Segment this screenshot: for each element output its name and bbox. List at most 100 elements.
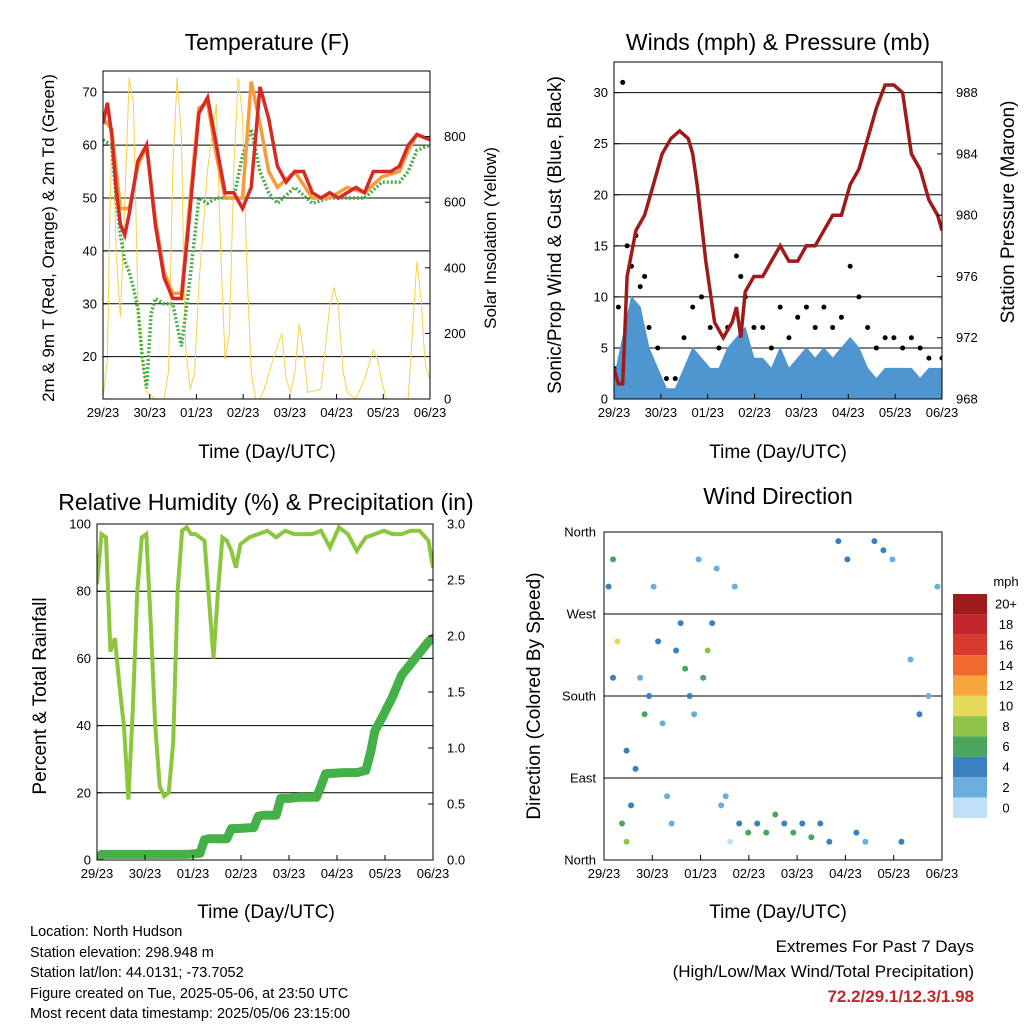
- gust-point: [646, 325, 652, 331]
- y-tick-label: 0: [84, 853, 91, 868]
- station-elevation: Station elevation: 298.948 m: [30, 944, 214, 961]
- direction-point: [799, 820, 806, 827]
- dewpoint-line: [103, 122, 430, 389]
- direction-point: [889, 556, 896, 563]
- gust-point: [908, 335, 914, 341]
- extremes-box: Extremes For Past 7 Days (High/Low/Max W…: [673, 934, 974, 1009]
- x-tick-label: 02/23: [225, 866, 258, 881]
- gust-point: [865, 325, 871, 331]
- x-tick-label: 29/23: [81, 866, 114, 881]
- direction-point: [691, 711, 698, 718]
- colorbar-swatch: [953, 695, 987, 717]
- gust-point: [620, 79, 626, 85]
- direction-point: [610, 556, 617, 563]
- direction-point: [880, 547, 887, 554]
- colorbar-label: 18: [999, 617, 1013, 632]
- x-tick-label: 03/23: [274, 405, 307, 420]
- colorbar-swatch: [953, 716, 987, 737]
- precip-line: [97, 633, 433, 860]
- temperature-title: Temperature (F): [185, 29, 350, 55]
- direction-point: [871, 538, 878, 545]
- y-tick-label: West: [567, 607, 597, 622]
- gust-point: [637, 284, 643, 290]
- humidity-precip-series: [97, 524, 433, 860]
- gust-point: [655, 345, 661, 351]
- x-tick-label: 04/23: [832, 405, 865, 420]
- y2-tick-label: 0.5: [447, 797, 465, 812]
- gust-point: [760, 325, 766, 331]
- colorbar-swatch: [953, 634, 987, 656]
- x-tick-label: 05/23: [369, 866, 402, 881]
- direction-point: [898, 838, 905, 845]
- direction-point: [686, 693, 693, 699]
- x-tick-label: 01/23: [691, 405, 724, 420]
- gust-point: [777, 304, 783, 310]
- x-tick-label: 05/23: [877, 866, 910, 881]
- wind-y-ticks: 0 5 10 15 20 25 30: [594, 85, 619, 407]
- y-tick-label: 25: [594, 136, 608, 151]
- colorbar-label: 20+: [995, 597, 1017, 612]
- direction-point: [934, 583, 941, 590]
- temperature-panel: Temperature (F) 20 30 40 50 60 70 0 200 400 600 8…: [39, 29, 500, 463]
- figure-created: Figure created on Tue, 2025-05-06, at 23…: [30, 985, 349, 1002]
- x-tick-label: 29/23: [588, 866, 621, 881]
- gust-point: [812, 325, 818, 331]
- direction-point: [628, 802, 635, 809]
- x-tick-label: 06/23: [926, 405, 959, 420]
- gust-point: [838, 314, 844, 320]
- x-tick-label: 04/23: [829, 866, 862, 881]
- direction-point: [623, 838, 630, 845]
- direction-point: [677, 620, 684, 627]
- direction-point: [772, 811, 779, 818]
- y2-tick-label: 980: [956, 208, 978, 223]
- direction-point: [659, 720, 666, 727]
- y-tick-label: 100: [69, 517, 91, 532]
- direction-point: [610, 674, 617, 681]
- colorbar-swatch: [953, 675, 987, 696]
- wind-pressure-title: Winds (mph) & Pressure (mb): [626, 29, 930, 55]
- y2-tick-label: 984: [956, 146, 978, 161]
- y-tick-label: 80: [77, 584, 91, 599]
- y2-tick-label: 972: [956, 330, 978, 345]
- humidity-line: [97, 524, 433, 800]
- y2-tick-label: 400: [444, 260, 466, 275]
- colorbar-label: 2: [1002, 780, 1009, 795]
- direction-point: [695, 556, 702, 563]
- humidity-x-ticks: 29/23 30/23 01/23 02/23 03/23 04/23 05/23 06/23: [81, 855, 449, 881]
- temperature-y-axis-label: 2m & 9m T (Red, Orange) & 2m Td (Green): [39, 74, 58, 402]
- direction-point: [668, 820, 675, 827]
- x-tick-label: 30/23: [133, 405, 166, 420]
- extremes-heading: Extremes For Past 7 Days: [775, 937, 974, 956]
- extremes-subheading: (High/Low/Max Wind/Total Precipitation): [672, 962, 974, 981]
- colorbar-label: 12: [999, 678, 1013, 693]
- direction-point: [623, 747, 630, 754]
- direction-scatter: [605, 538, 941, 845]
- direction-point: [718, 802, 725, 809]
- x-tick-label: 02/23: [227, 405, 260, 420]
- direction-point: [700, 674, 707, 681]
- gust-point: [939, 355, 942, 361]
- x-tick-label: 03/23: [273, 866, 306, 881]
- colorbar-swatch: [953, 777, 987, 798]
- x-tick-label: 30/23: [129, 866, 162, 881]
- direction-point: [781, 820, 788, 827]
- t2m-line: [103, 86, 430, 301]
- wind-pressure-panel: Winds (mph) & Pressure (mb) 0 5 10 15 20 25 30…: [545, 29, 1019, 463]
- temperature-gridlines: [103, 91, 430, 358]
- gust-point: [900, 345, 906, 351]
- y-tick-label: 50: [83, 190, 97, 205]
- direction-point: [763, 829, 770, 836]
- y2-tick-label: 2.5: [447, 573, 465, 588]
- x-tick-label: 01/23: [684, 866, 717, 881]
- direction-point: [745, 829, 752, 836]
- direction-point: [844, 556, 851, 563]
- x-tick-label: 01/23: [180, 405, 213, 420]
- colorbar-swatch: [953, 614, 987, 635]
- y2-tick-label: 1.5: [447, 685, 465, 700]
- y-tick-label: 40: [83, 243, 97, 258]
- gust-point: [615, 304, 621, 310]
- direction-point: [682, 665, 689, 672]
- x-tick-label: 29/23: [87, 405, 120, 420]
- colorbar-label: 0: [1002, 800, 1009, 815]
- direction-point: [808, 834, 815, 841]
